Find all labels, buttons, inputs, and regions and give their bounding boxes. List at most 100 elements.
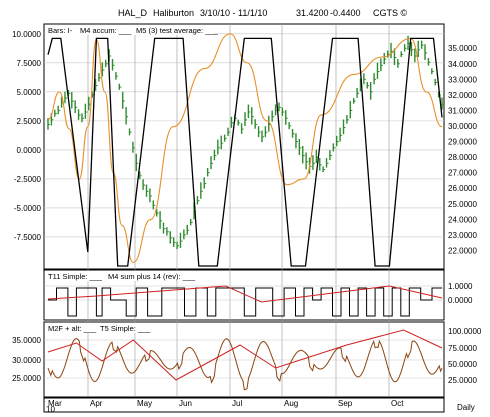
price-bar (139, 171, 142, 180)
month-label-may: May (137, 399, 152, 408)
price-bar (403, 44, 407, 52)
price-bar (142, 179, 146, 190)
price-bar (213, 149, 217, 161)
chart-header: HAL_D Haliburton 3/10/10 - 11/1/10 31.42… (118, 8, 408, 18)
price-bar (257, 126, 261, 138)
osc2-panel-frame (43, 321, 445, 398)
price-bar (108, 49, 112, 62)
copyright: CGTS © (373, 8, 408, 18)
osc2-right-tick: 25.0000 (448, 376, 477, 385)
gridlines (44, 24, 444, 397)
price-bar (67, 89, 71, 97)
price-change: -0.4400 (330, 8, 361, 18)
axis-tick-labels: 10.0000 7.5000 5.0000 2.5000 0.0000 -2.5000 -5… (12, 30, 482, 385)
legend-t11: T11 Simple: ___ (48, 272, 103, 281)
t11-simple-line (48, 287, 442, 317)
right-tick-label: 29.0000 (448, 138, 477, 147)
price-bar (186, 224, 190, 235)
price-bar (427, 58, 431, 66)
price-bar (417, 40, 421, 58)
price-bar (155, 208, 159, 217)
price-bar (254, 119, 258, 129)
left-tick-label: 10.0000 (12, 30, 41, 39)
right-tick-label: 28.0000 (448, 153, 477, 162)
month-label-mar: Mar (48, 399, 62, 408)
price-bar (159, 211, 163, 229)
osc2-left-tick: 30.0000 (12, 356, 41, 365)
t5-simple-line (47, 329, 443, 381)
price-bar (336, 135, 339, 147)
period-label: Daily (457, 403, 475, 412)
price-bar (71, 92, 74, 109)
price-bar (118, 83, 122, 90)
price-bar (196, 196, 200, 205)
price-bar (210, 156, 214, 170)
price-bar (244, 112, 247, 127)
price-bar (81, 113, 84, 123)
price-bar (261, 130, 264, 143)
price-bar (329, 150, 332, 161)
price-bar (325, 158, 329, 168)
last-price: 31.4200 (296, 8, 329, 18)
price-bar (342, 119, 346, 135)
price-bar (145, 184, 149, 197)
price-bar (132, 141, 135, 153)
price-bar (105, 59, 108, 68)
legend-m4: M4 accum: ___ (80, 26, 132, 35)
price-legend: Bars: I- M4 accum: ___ M5 (3) test avera… (46, 25, 219, 35)
price-bar (400, 51, 404, 58)
price-bar (424, 44, 428, 60)
price-bar (373, 73, 377, 85)
right-tick-label: 25.0000 (448, 200, 477, 209)
price-bar (386, 50, 390, 58)
osc1-panel-frame (43, 269, 445, 321)
price-bar (288, 122, 292, 130)
price-bar (352, 98, 356, 104)
price-bar (285, 110, 288, 125)
m2f-alt-line (47, 337, 443, 391)
month-label-oct: Oct (391, 399, 404, 408)
price-bar (322, 166, 326, 173)
m4-sum-plus-14-line (47, 285, 443, 303)
price-bar (135, 153, 139, 172)
left-tick-label: -7.5000 (14, 233, 42, 242)
price-bar (369, 82, 373, 100)
price-bar (203, 177, 207, 189)
osc2-left-tick: 25.0000 (12, 374, 41, 383)
price-bar (356, 87, 360, 98)
legend-m4sum: M4 sum plus 14 (rev): ___ (108, 272, 196, 281)
osc2-right-tick: 100.0000 (448, 327, 482, 336)
right-tick-label: 33.0000 (448, 75, 477, 84)
osc2-legend: M2F + alt: ___ T5 Simple: ___ (46, 323, 152, 333)
price-bar (227, 127, 231, 136)
price-bar (376, 62, 380, 79)
price-bar (220, 135, 224, 150)
month-label-aug: Aug (284, 399, 298, 408)
price-bar (115, 72, 118, 80)
legend-bars: Bars: I- (48, 26, 73, 35)
osc2-right-tick: 75.0000 (448, 344, 477, 353)
price-bar (176, 241, 180, 250)
price-bar (179, 232, 183, 248)
month-label-apr: Apr (90, 399, 103, 408)
legend-m5: M5 (3) test average: ___ (136, 26, 219, 35)
company-name: Haliburton (153, 8, 194, 18)
price-bar (397, 58, 400, 68)
price-bar (54, 109, 57, 117)
legend-m2f: M2F + alt: ___ (48, 324, 97, 333)
price-bar (122, 91, 125, 109)
price-bar (77, 109, 81, 120)
left-tick-label: 5.0000 (17, 88, 42, 97)
date-axis-frame (43, 397, 445, 413)
m4-accum-line (47, 37, 443, 267)
price-bar (206, 168, 210, 177)
right-tick-label: 26.0000 (448, 184, 477, 193)
right-tick-label: 30.0000 (448, 122, 477, 131)
price-bar (251, 107, 254, 125)
price-bar (271, 110, 275, 122)
month-label-sep: Sep (338, 399, 353, 408)
right-tick-label: 35.0000 (448, 44, 477, 53)
month-label-jul: Jul (232, 399, 242, 408)
price-bar (247, 104, 251, 119)
osc2-left-tick: 35.0000 (12, 336, 41, 345)
